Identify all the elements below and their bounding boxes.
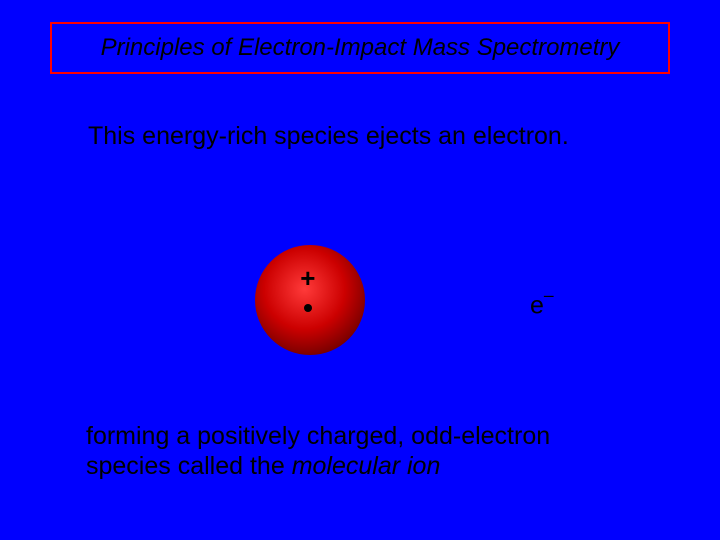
title-text: Principles of Electron-Impact Mass Spect…	[101, 34, 620, 62]
line2b-ital: molecular ion	[292, 452, 441, 480]
ejected-electron-label: e–	[530, 288, 554, 320]
line2b-prefix: species called the	[86, 452, 292, 480]
molecular-ion-sphere	[255, 245, 365, 355]
electron-base: e	[530, 291, 544, 319]
slide-root: Principles of Electron-Impact Mass Spect…	[0, 0, 720, 540]
line2a-text: forming a positively charged, odd-electr…	[86, 422, 550, 451]
plus-sign: +	[300, 265, 315, 291]
line2b-text: species called the molecular ion	[86, 452, 440, 481]
electron-sup: –	[544, 285, 554, 305]
title-box: Principles of Electron-Impact Mass Spect…	[50, 22, 670, 74]
line1-text: This energy-rich species ejects an elect…	[88, 122, 569, 151]
odd-electron-dot	[304, 304, 312, 312]
